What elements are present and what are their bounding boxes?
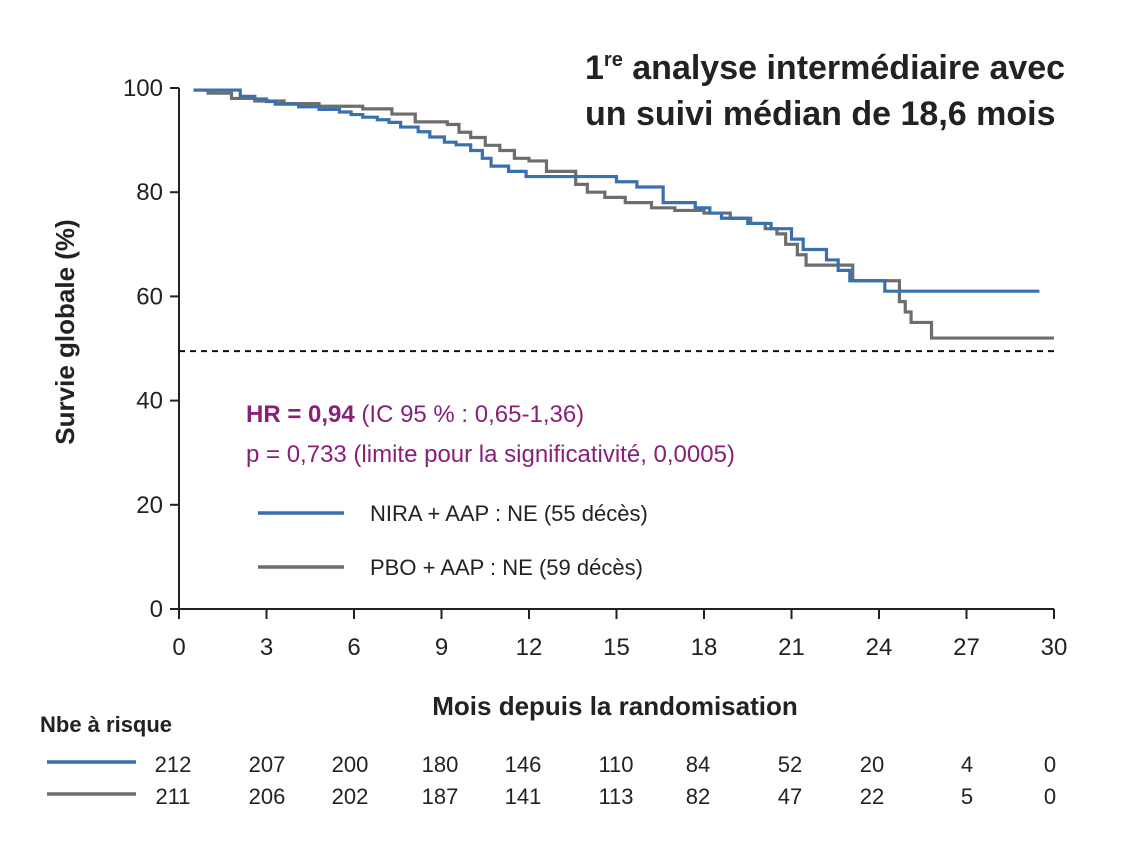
risk-value: 0 — [1044, 784, 1056, 809]
legend-label: PBO + AAP : NE (59 décès) — [370, 555, 643, 580]
risk-value: 20 — [860, 752, 884, 777]
x-tick-label: 27 — [953, 634, 980, 661]
series-line-nira-aap — [193, 88, 1040, 293]
chart-title-line1: 1re analyse intermédiaire avec — [585, 49, 1065, 87]
risk-value: 5 — [961, 784, 973, 809]
y-tick-label: 80 — [136, 179, 163, 206]
risk-value: 4 — [961, 752, 973, 777]
hr-annotation: HR = 0,94 (IC 95 % : 0,65-1,36) — [246, 401, 584, 428]
chart-title-line2: un suivi médian de 18,6 mois — [585, 95, 1056, 133]
risk-value: 84 — [686, 752, 710, 777]
p-value-annotation: p = 0,733 (limite pour la significativit… — [246, 441, 735, 468]
x-tick-label: 15 — [603, 634, 630, 661]
risk-value: 202 — [332, 784, 369, 809]
x-tick-label: 12 — [516, 634, 543, 661]
y-tick-label: 0 — [150, 596, 163, 623]
title-superscript: re — [604, 49, 623, 71]
x-tick-label: 6 — [347, 634, 360, 661]
axes: 0 20 40 60 80 100 0 3 6 9 12 15 18 21 24 27 30 — [123, 75, 1067, 661]
risk-value: 207 — [249, 752, 286, 777]
risk-value: 211 — [155, 784, 190, 809]
risk-table-title: Nbe à risque — [40, 712, 172, 737]
risk-value: 22 — [860, 784, 884, 809]
x-tick-label: 3 — [260, 634, 273, 661]
risk-value: 200 — [332, 752, 369, 777]
risk-value: 82 — [686, 784, 710, 809]
x-tick-label: 21 — [778, 634, 805, 661]
hr-value: HR = 0,94 — [246, 401, 355, 428]
risk-value: 141 — [505, 784, 542, 809]
x-tick-label: 9 — [435, 634, 448, 661]
y-tick-label: 60 — [136, 283, 163, 310]
risk-value: 206 — [249, 784, 286, 809]
risk-value: 187 — [422, 784, 459, 809]
y-tick-label: 40 — [136, 388, 163, 415]
y-tick-label: 100 — [123, 75, 163, 102]
risk-value: 212 — [155, 752, 192, 777]
title-rest: analyse intermédiaire avec — [623, 49, 1065, 87]
risk-value: 180 — [422, 752, 459, 777]
series-line-pbo-aap — [193, 88, 1054, 340]
legend-label: NIRA + AAP : NE (55 décès) — [370, 501, 648, 526]
risk-value: 110 — [598, 752, 633, 777]
hr-ci: (IC 95 % : 0,65-1,36) — [355, 401, 584, 428]
x-tick-label: 24 — [866, 634, 893, 661]
y-axis-title: Survie globale (%) — [50, 219, 80, 444]
risk-value: 0 — [1044, 752, 1056, 777]
x-tick-label: 30 — [1041, 634, 1068, 661]
risk-value: 52 — [778, 752, 802, 777]
risk-value: 47 — [778, 784, 802, 809]
title-main: 1 — [585, 49, 604, 87]
x-tick-label: 18 — [691, 634, 718, 661]
x-tick-label: 0 — [172, 634, 185, 661]
risk-value: 146 — [505, 752, 542, 777]
y-tick-label: 20 — [136, 492, 163, 519]
x-axis-title: Mois depuis la randomisation — [432, 691, 798, 721]
legend: NIRA + AAP : NE (55 décès) PBO + AAP : NE… — [258, 501, 648, 580]
risk-value: 113 — [598, 784, 633, 809]
series-group — [193, 88, 1054, 340]
